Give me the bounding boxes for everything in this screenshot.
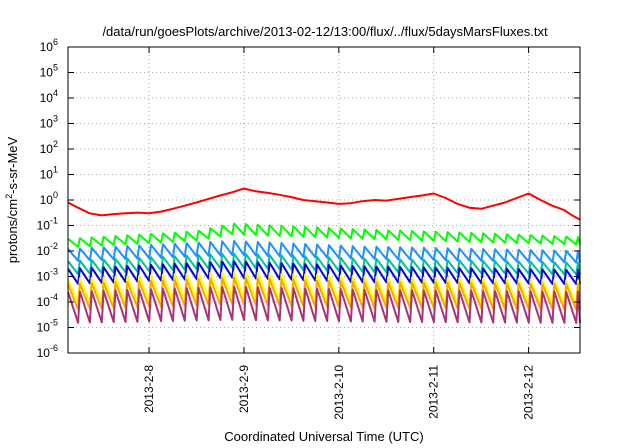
y-tick-label: 105: [40, 63, 58, 80]
x-axis-label: Coordinated Universal Time (UTC): [224, 429, 423, 444]
y-axis: 10-6 10-5 10-4 10-3 10-2 10-1 100 101 102 103 104 1…: [37, 37, 580, 360]
y-tick-label: 10-4: [37, 292, 58, 309]
y-tick-label: 10-6: [37, 343, 58, 360]
y-tick-label: 10-5: [37, 318, 58, 335]
series-line-3: [67, 239, 581, 264]
y-tick-label: 100: [40, 190, 58, 207]
y-tick-label: 10-1: [37, 216, 58, 233]
series-group: [67, 187, 581, 324]
y-tick-label: 101: [40, 165, 58, 182]
x-tick-label: 2013-2-12: [522, 365, 536, 420]
x-axis: 2013-2-8 2013-2-9 2013-2-10 2013-2-11 2013-2…: [142, 47, 536, 420]
y-tick-label: 10-3: [37, 267, 58, 284]
series-line-2: [67, 222, 581, 248]
y-tick-label: 102: [40, 139, 58, 156]
series-line-1: [67, 187, 581, 221]
y-tick-label: 106: [40, 37, 58, 54]
x-tick-label: 2013-2-8: [142, 365, 156, 413]
y-tick-label: 10-2: [37, 241, 58, 258]
y-tick-label: 104: [40, 88, 58, 105]
chart-title: /data/run/goesPlots/archive/2013-02-12/1…: [102, 24, 548, 39]
series-line-5: [67, 260, 581, 286]
x-tick-label: 2013-2-10: [332, 365, 346, 420]
y-axis-label: protons/cm2-s-sr-MeV: [4, 136, 20, 263]
x-tick-label: 2013-2-9: [237, 365, 251, 413]
x-tick-label: 2013-2-11: [427, 365, 441, 419]
series-line-4: [67, 252, 581, 276]
y-tick-label: 103: [40, 114, 58, 131]
series-line-8: [67, 285, 581, 324]
